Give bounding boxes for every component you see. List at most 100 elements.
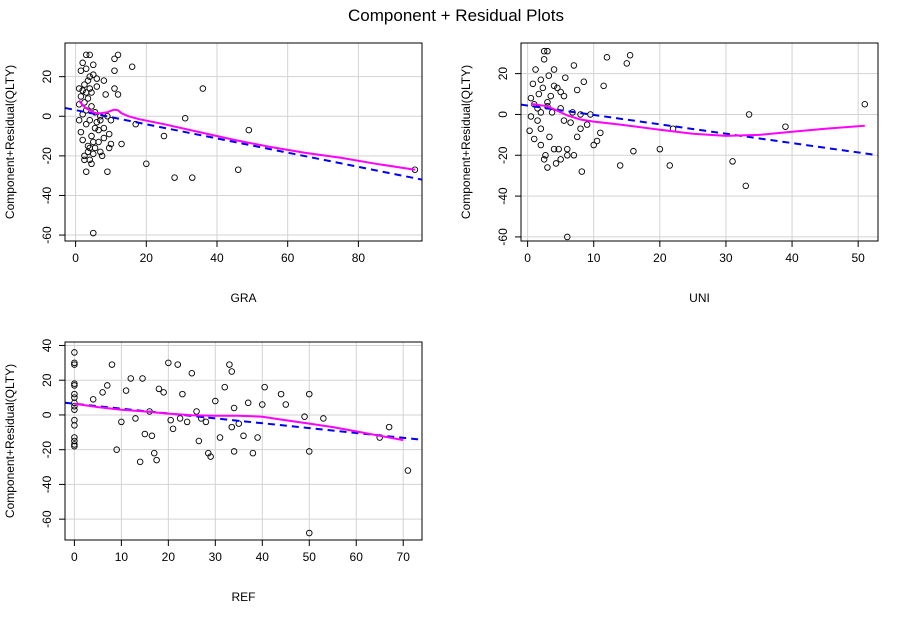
x-tick-label: 0	[524, 251, 531, 265]
data-point	[385, 423, 393, 431]
data-point	[122, 387, 130, 394]
data-point	[600, 82, 607, 90]
data-point	[240, 432, 247, 440]
data-point	[82, 65, 90, 72]
data-point	[71, 442, 78, 450]
data-point	[132, 120, 139, 128]
data-point	[105, 144, 113, 152]
y-tick-label: -20	[496, 146, 510, 164]
y-tick-label: 0	[40, 113, 54, 120]
plot-area	[65, 349, 422, 537]
plot-frame	[520, 42, 879, 242]
data-point	[86, 73, 93, 80]
data-point	[532, 66, 539, 73]
data-point	[603, 54, 611, 61]
y-tick-label: 0	[496, 111, 510, 118]
data-point	[82, 120, 90, 128]
data-point	[259, 401, 266, 408]
data-point	[245, 126, 253, 134]
data-point	[244, 399, 252, 407]
plot-area	[65, 51, 422, 237]
data-point	[141, 430, 149, 438]
data-point	[86, 156, 93, 164]
data-point	[160, 132, 168, 140]
data-point	[560, 117, 568, 124]
data-point	[90, 150, 97, 158]
data-point	[548, 109, 556, 116]
data-point	[111, 85, 118, 92]
data-point	[153, 456, 160, 464]
data-point	[540, 47, 548, 55]
data-point	[111, 67, 118, 74]
data-point	[228, 368, 236, 375]
data-point	[71, 349, 78, 356]
data-point	[118, 418, 125, 426]
data-point	[550, 66, 558, 73]
data-point	[199, 85, 207, 92]
data-point	[583, 121, 591, 128]
y-tick-label: -40	[496, 187, 510, 205]
data-point	[630, 147, 637, 155]
data-point	[544, 164, 551, 171]
data-point	[544, 98, 551, 106]
x-tick-label: 60	[281, 251, 295, 265]
data-point	[593, 137, 601, 145]
x-tick-label: 20	[162, 550, 176, 564]
data-point	[546, 133, 553, 141]
data-point	[88, 132, 95, 140]
data-point	[91, 144, 99, 152]
y-tick-label: 20	[40, 373, 54, 387]
data-point	[71, 422, 78, 429]
data-point	[527, 113, 535, 120]
data-point	[88, 103, 95, 110]
data-point	[104, 382, 111, 389]
data-point	[306, 529, 313, 537]
data-point	[552, 160, 560, 167]
data-point	[564, 152, 571, 159]
y-tick-label: -40	[40, 186, 54, 204]
data-point	[557, 88, 564, 96]
x-axis-title: UNI	[689, 291, 710, 305]
data-point	[71, 361, 78, 368]
smooth-line	[530, 103, 865, 137]
data-point	[540, 156, 548, 163]
data-point	[234, 166, 242, 173]
data-point	[81, 156, 88, 164]
x-tick-label: 10	[115, 550, 129, 564]
data-point	[570, 152, 578, 159]
data-point	[550, 145, 558, 153]
plot-area	[521, 47, 878, 241]
y-tick-label: -60	[496, 228, 510, 246]
data-point	[282, 401, 290, 408]
data-point	[301, 413, 308, 420]
data-point	[573, 133, 581, 141]
data-point	[782, 123, 789, 130]
panel-ref: 0 10 20 30 40 50 60 70 -60 -40 -20 0 20 40 REF Componen…	[3, 338, 423, 604]
data-point	[226, 361, 233, 368]
plot-frame	[64, 42, 423, 242]
data-point	[176, 415, 184, 422]
data-point	[544, 47, 551, 55]
data-point	[81, 152, 88, 160]
data-point	[90, 138, 97, 146]
x-tick-label: 20	[653, 251, 667, 265]
x-tick-label: 30	[719, 251, 733, 265]
data-point	[623, 60, 631, 67]
data-point	[564, 233, 571, 241]
data-point	[557, 156, 564, 163]
data-point	[564, 145, 571, 153]
data-point	[81, 81, 88, 88]
data-point	[534, 117, 541, 124]
panel-uni: 0 10 20 30 40 50 -60 -40 -20 0 20 UNI Component+Resi…	[459, 42, 879, 305]
data-point	[113, 446, 120, 453]
data-point	[82, 51, 90, 59]
data-point	[100, 77, 108, 84]
data-point	[539, 84, 547, 92]
data-point	[114, 51, 122, 59]
data-point	[93, 118, 101, 126]
data-point	[90, 61, 97, 69]
data-point	[90, 229, 97, 237]
data-point	[127, 375, 135, 382]
data-point	[104, 168, 111, 175]
